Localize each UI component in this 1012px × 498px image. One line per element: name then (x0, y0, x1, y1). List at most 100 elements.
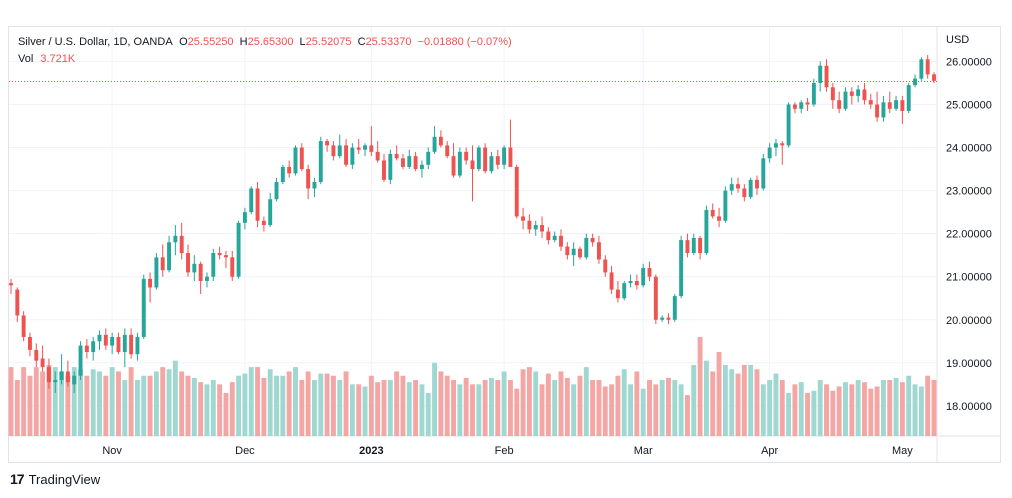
candle-body (388, 154, 393, 180)
candle-body (179, 235, 184, 254)
volume-bar (229, 382, 235, 436)
volume-label[interactable]: Vol (18, 53, 34, 65)
candle-body (167, 242, 172, 271)
candle-body (634, 281, 639, 286)
time-axis[interactable]: Nov Dec 2023 Feb Mar Apr May (102, 445, 913, 457)
candle-body (236, 222, 241, 277)
volume-bar (343, 371, 349, 436)
candle-body (723, 190, 728, 221)
volume-bar (217, 384, 223, 436)
volume-bar (899, 382, 905, 436)
volume-bar (836, 386, 842, 436)
candle-body (363, 145, 367, 150)
volume-bar (779, 380, 785, 436)
y-tick-label: 19.00000 (946, 358, 992, 370)
volume-bar (615, 375, 621, 436)
candle-body (84, 345, 89, 353)
candle-body (445, 145, 450, 157)
candle-body (502, 147, 507, 165)
candle-body (407, 156, 412, 167)
close-label: C (357, 36, 366, 48)
volume-bar (703, 360, 709, 436)
volume-bar (583, 367, 589, 436)
candle-body (894, 100, 899, 109)
candle-body (306, 169, 311, 189)
volume-bar (198, 382, 204, 436)
volume-bar (640, 388, 646, 436)
volume-bar (741, 364, 747, 436)
volume-bar (109, 367, 115, 436)
candle-body (925, 59, 930, 75)
candle-body (748, 179, 753, 198)
candle-body (887, 102, 892, 109)
y-tick-label: 25.00000 (946, 99, 992, 111)
footer-brand[interactable]: 17 TradingView (10, 471, 100, 487)
volume-bar (27, 375, 33, 436)
volume-bar (514, 388, 520, 436)
candle-body (710, 209, 715, 217)
volume-value: 3.721K (40, 53, 76, 65)
candle-body (223, 255, 228, 258)
volume-bar (387, 380, 393, 436)
candle-body (811, 82, 816, 105)
candle-body (875, 104, 880, 118)
grid-lines (9, 27, 1000, 462)
candle-body (527, 220, 532, 230)
volume-bar (861, 382, 867, 436)
y-tick-label: 21.00000 (946, 272, 992, 284)
candle-body (862, 89, 867, 101)
volume-bar (406, 382, 412, 436)
candle-body (211, 253, 216, 277)
candle-body (470, 160, 475, 170)
change-value: −0.01880 (−0.07%) (417, 36, 512, 48)
symbol-title[interactable]: Silver / U.S. Dollar, 1D, OANDA (18, 36, 173, 48)
candle-body (293, 147, 298, 174)
candle-body (344, 145, 349, 165)
volume-bar (267, 369, 273, 436)
volume-bar (255, 367, 261, 436)
volume-bar (8, 367, 14, 436)
legend-volume-row: Vol 3.721K (18, 51, 512, 68)
candle-body (135, 336, 140, 355)
volume-bar (855, 380, 861, 436)
volume-bar (33, 367, 39, 436)
volume-bar (337, 380, 343, 436)
volume-bar (116, 371, 121, 436)
price-axis[interactable]: 26.00000 25.00000 24.00000 23.00000 22.00000… (946, 56, 992, 412)
volume-bar (368, 375, 374, 436)
candle-body (369, 145, 374, 152)
volume-bar (59, 371, 65, 436)
volume-bar (375, 382, 381, 436)
y-tick-label: 23.00000 (946, 186, 992, 198)
volume-bar (482, 380, 488, 436)
x-tick-label: 2023 (359, 445, 383, 457)
volume-bar (628, 384, 634, 436)
candle-body (198, 263, 203, 282)
volume-bar (659, 380, 665, 436)
candle-body (325, 141, 330, 146)
candle-body (154, 257, 159, 288)
volume-bar (444, 375, 450, 436)
volume-bar (811, 390, 817, 436)
volume-bar (760, 384, 766, 436)
volume-bar (84, 375, 90, 436)
volume-bar (672, 380, 678, 436)
candle-body (34, 349, 39, 361)
volume-bar (634, 371, 640, 436)
candle-body (578, 248, 582, 258)
volume-bar (843, 382, 848, 436)
candle-body (685, 240, 690, 254)
candle-body (622, 283, 627, 299)
candle-body (356, 147, 361, 150)
candle-body (72, 375, 77, 385)
volume-bar (463, 377, 469, 436)
volume-bar (729, 369, 735, 436)
low-label: L (299, 36, 306, 48)
volume-bar (330, 375, 336, 436)
volume-bar (533, 371, 539, 436)
volume-bar (748, 364, 754, 436)
candle-body (476, 147, 481, 170)
volume-bar (134, 380, 140, 436)
volume-bar (647, 380, 652, 436)
